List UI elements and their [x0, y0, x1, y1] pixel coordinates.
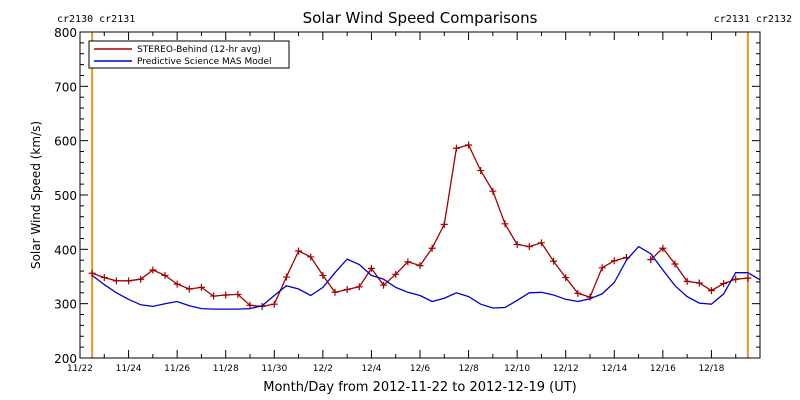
data-point-stereo: [465, 141, 473, 149]
data-point-stereo: [392, 270, 400, 278]
y-tick-label-600: 600: [54, 135, 77, 149]
data-point-stereo: [489, 187, 497, 195]
data-point-stereo: [367, 264, 375, 272]
x-tick-label: 12/14: [601, 364, 627, 374]
y-tick-label-200: 200: [54, 352, 77, 366]
data-point-stereo: [671, 260, 679, 268]
y-tick-label-700: 700: [54, 80, 77, 94]
legend: STEREO-Behind (12-hr avg) Predictive Sci…: [88, 40, 290, 69]
data-point-stereo: [501, 220, 509, 228]
data-point-stereo: [598, 264, 606, 272]
series-layer: [88, 141, 761, 310]
series-line-mas: [91, 245, 761, 310]
legend-box: [88, 40, 290, 69]
data-point-stereo: [732, 275, 740, 283]
data-point-stereo: [683, 277, 691, 285]
data-point-stereo: [477, 167, 485, 175]
series-line-stereo-0: [91, 144, 627, 308]
data-point-stereo: [355, 283, 363, 291]
legend-label-mas: Predictive Science MAS Model: [137, 57, 272, 67]
rotation-label-right: cr2131 cr2132: [714, 14, 792, 25]
x-tick-label: 12/12: [553, 364, 579, 374]
x-tick-label: 11/24: [116, 364, 142, 374]
data-point-stereo: [246, 301, 254, 309]
data-point-stereo: [270, 300, 278, 308]
data-point-stereo: [161, 271, 169, 279]
data-point-stereo: [137, 275, 145, 283]
data-point-stereo: [319, 271, 327, 279]
data-point-stereo: [513, 240, 521, 248]
data-point-stereo: [707, 287, 715, 295]
data-point-stereo: [307, 253, 315, 261]
data-point-stereo: [537, 239, 545, 247]
data-point-stereo: [112, 277, 120, 285]
x-tick-label: 11/22: [67, 364, 93, 374]
x-tick-label: 11/26: [164, 364, 190, 374]
data-point-stereo: [331, 288, 339, 296]
x-axis: 11/22 11/24 11/26 11/28 11/30 12/2 12/4 12/6 12/…: [67, 32, 761, 374]
y-tick-label-400: 400: [54, 243, 77, 257]
rotation-label-left: cr2130 cr2131: [57, 14, 135, 25]
data-point-stereo: [695, 279, 703, 287]
data-point-stereo: [647, 256, 655, 264]
data-point-stereo: [440, 220, 448, 228]
x-tick-label: 11/28: [213, 364, 239, 374]
data-point-stereo: [428, 244, 436, 252]
data-point-stereo: [125, 277, 133, 285]
data-point-stereo: [659, 244, 667, 252]
y-tick-label-800: 800: [54, 26, 77, 40]
y-axis: 200 300 400 500 600 700 800: [54, 26, 760, 366]
data-point-stereo: [380, 281, 388, 289]
chart-title: Solar Wind Speed Comparisons: [303, 9, 538, 27]
x-tick-label: 12/8: [458, 364, 478, 374]
x-axis-label: Month/Day from 2012-11-22 to 2012-12-19 …: [263, 380, 576, 395]
x-tick-label: 12/10: [504, 364, 530, 374]
x-tick-label: 11/30: [261, 364, 287, 374]
x-tick-label: 12/2: [313, 364, 333, 374]
data-point-stereo: [343, 286, 351, 294]
y-axis-label: Solar Wind Speed (km/s): [29, 121, 43, 269]
data-point-stereo: [100, 274, 108, 282]
data-point-stereo: [720, 280, 728, 288]
x-tick-label: 12/18: [698, 364, 724, 374]
data-point-stereo: [149, 266, 157, 274]
data-point-stereo: [550, 257, 558, 265]
data-point-stereo: [562, 274, 570, 282]
data-point-stereo: [416, 262, 424, 270]
y-tick-label-300: 300: [54, 298, 77, 312]
data-point-stereo: [574, 289, 582, 297]
data-point-stereo: [234, 290, 242, 298]
y-tick-label-500: 500: [54, 189, 77, 203]
data-point-stereo: [452, 144, 460, 152]
data-point-stereo: [210, 292, 218, 300]
data-point-stereo: [222, 291, 230, 299]
x-tick-label: 12/6: [410, 364, 430, 374]
data-point-stereo: [610, 257, 618, 265]
plot-frame: [79, 31, 761, 359]
legend-label-stereo: STEREO-Behind (12-hr avg): [137, 45, 261, 55]
data-point-stereo: [197, 283, 205, 291]
data-point-stereo: [744, 274, 752, 282]
data-point-stereo: [525, 243, 533, 251]
data-point-stereo: [282, 273, 290, 281]
data-point-stereo: [185, 285, 193, 293]
rotation-markers: [91, 32, 749, 358]
data-point-stereo: [173, 280, 181, 288]
data-point-stereo: [586, 293, 594, 301]
data-point-stereo: [295, 247, 303, 255]
x-tick-label: 12/16: [650, 364, 676, 374]
x-tick-label: 12/4: [361, 364, 381, 374]
data-point-stereo: [404, 258, 412, 266]
